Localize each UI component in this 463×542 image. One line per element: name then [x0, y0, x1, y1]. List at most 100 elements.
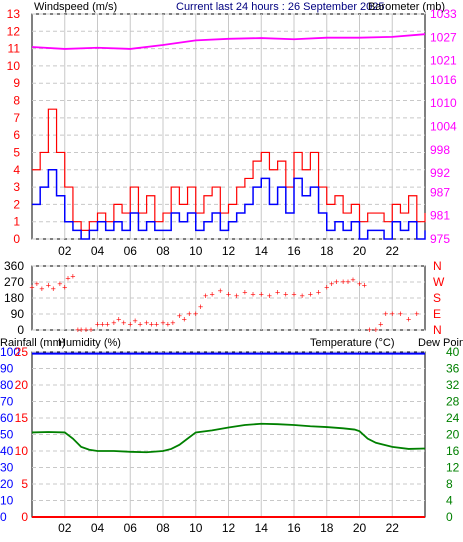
wind-average-series — [32, 169, 426, 240]
wind-y-tick-label: 4 — [13, 163, 20, 177]
temperature-y-tick-label: 16 — [446, 444, 460, 458]
temperature-y-tick-label: 8 — [446, 477, 453, 491]
compass-tick-label: N — [433, 259, 442, 273]
wind-direction-point: + — [144, 318, 149, 328]
compass-tick-label: N — [433, 323, 442, 337]
wind-direction-point: + — [95, 320, 100, 330]
lower-x-tick-label: 08 — [156, 521, 170, 535]
wind-y-tick-label: 12 — [7, 24, 21, 38]
wind-y-tick-label: 11 — [8, 42, 21, 56]
humidity-y-tick-label: 90 — [0, 362, 14, 376]
wind-direction-point: + — [111, 318, 116, 328]
barometer-y-tick-label: 992 — [430, 166, 450, 180]
wind-direction-point: + — [70, 272, 75, 282]
barometer-y-tick-label: 987 — [430, 185, 450, 199]
lower-x-tick-label: 18 — [320, 521, 334, 535]
wind-direction-point: + — [203, 291, 208, 301]
lower-x-tick-label: 22 — [386, 521, 400, 535]
wind-x-tick-label: 06 — [124, 244, 138, 258]
wind-x-tick-label: 14 — [255, 244, 269, 258]
wind-direction-point: + — [121, 318, 126, 328]
humidity-y-tick-label: 20 — [0, 477, 14, 491]
wind-y-tick-label: 5 — [13, 145, 20, 159]
rainfall-axis-label: Rainfall (mm) — [0, 337, 65, 349]
wind-direction-point: + — [29, 282, 34, 292]
wind-direction-point: + — [357, 279, 362, 289]
wind-direction-point: + — [39, 284, 44, 294]
wind-direction-point: + — [406, 314, 411, 324]
wind-direction-point: + — [51, 284, 56, 294]
rainfall-y-tick-label: 15 — [15, 411, 29, 425]
windspeed-axis-label: Windspeed (m/s) — [34, 1, 117, 13]
wind-barometer-panel: 0123456789101112139759819879929981004101… — [7, 7, 457, 258]
wind-direction-point: + — [291, 289, 296, 299]
lower-x-tick-label: 12 — [222, 521, 236, 535]
wind-direction-point: + — [345, 277, 350, 287]
wind-direction-point: + — [378, 320, 383, 330]
compass-tick-label: S — [433, 291, 441, 305]
wind-direction-point: + — [75, 325, 80, 335]
wind-direction-point: + — [373, 325, 378, 335]
wind-direction-point: + — [334, 277, 339, 287]
barometer-y-tick-label: 1016 — [430, 73, 457, 87]
temperature-y-tick-label: 12 — [446, 461, 460, 475]
direction-y-tick-label: 0 — [17, 323, 24, 337]
temperature-y-tick-label: 32 — [446, 378, 460, 392]
humidity-y-tick-label: 100 — [0, 345, 20, 359]
barometer-y-tick-label: 1010 — [430, 96, 457, 110]
wind-direction-point: + — [160, 318, 165, 328]
wind-direction-point: + — [283, 289, 288, 299]
wind-direction-point: + — [193, 309, 198, 319]
humidity-y-tick-label: 80 — [0, 378, 14, 392]
barometer-y-tick-label: 975 — [430, 232, 450, 246]
humidity-y-tick-label: 40 — [0, 444, 14, 458]
direction-y-tick-label: 360 — [4, 259, 24, 273]
wind-x-tick-label: 02 — [58, 244, 72, 258]
wind-direction-point: + — [78, 325, 83, 335]
wind-x-tick-label: 16 — [287, 244, 301, 258]
wind-y-tick-label: 2 — [13, 197, 20, 211]
wind-y-tick-label: 6 — [13, 128, 20, 142]
lower-x-tick-label: 04 — [91, 521, 105, 535]
temperature-y-tick-label: 36 — [446, 362, 460, 376]
wind-direction-point: + — [116, 314, 121, 324]
compass-tick-label: E — [433, 307, 441, 321]
barometer-y-tick-label: 1033 — [430, 7, 457, 21]
wind-direction-point: + — [137, 320, 142, 330]
wind-x-tick-label: 10 — [189, 244, 203, 258]
barometer-y-tick-label: 1021 — [430, 54, 457, 68]
barometer-axis-label: Barometer (mb) — [368, 1, 445, 13]
direction-y-tick-label: 180 — [4, 291, 24, 305]
wind-direction-point: + — [182, 314, 187, 324]
direction-y-tick-label: 270 — [4, 275, 24, 289]
rainfall-y-tick-label: 0 — [21, 510, 28, 524]
wind-direction-point: + — [218, 286, 223, 296]
humidity-y-tick-label: 50 — [0, 428, 14, 442]
wind-direction-point: + — [105, 320, 110, 330]
humidity-y-tick-label: 30 — [0, 461, 14, 475]
wind-direction-point: + — [398, 309, 403, 319]
rainfall-y-tick-label: 5 — [21, 477, 28, 491]
wind-direction-point: + — [165, 320, 170, 330]
barometer-y-tick-label: 1004 — [430, 120, 457, 134]
rainfall-y-tick-label: 10 — [15, 444, 29, 458]
wind-direction-point: + — [100, 320, 105, 330]
wind-y-tick-label: 1 — [13, 215, 20, 229]
temperature-y-tick-label: 20 — [446, 428, 460, 442]
wind-direction-point: + — [242, 288, 247, 298]
wind-direction-point: + — [198, 302, 203, 312]
wind-direction-point: + — [170, 318, 175, 328]
humidity-axis-label: Humidity (%) — [58, 337, 121, 349]
wind-direction-point: + — [259, 289, 264, 299]
temperature-y-tick-label: 4 — [446, 494, 453, 508]
wind-direction-point: + — [83, 325, 88, 335]
wind-x-tick-label: 08 — [156, 244, 170, 258]
lower-x-tick-label: 20 — [353, 521, 367, 535]
wind-direction-point: + — [250, 289, 255, 299]
wind-direction-point: + — [226, 289, 231, 299]
wind-direction-point: + — [187, 309, 192, 319]
wind-direction-point: + — [275, 288, 280, 298]
barometer-y-tick-label: 998 — [430, 143, 450, 157]
wind-direction-point: + — [234, 291, 239, 301]
wind-direction-point: + — [390, 309, 395, 319]
